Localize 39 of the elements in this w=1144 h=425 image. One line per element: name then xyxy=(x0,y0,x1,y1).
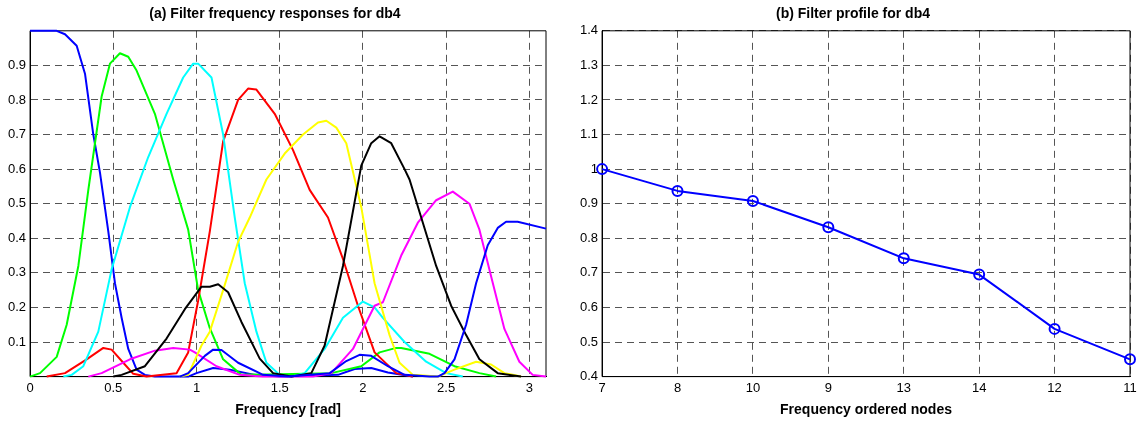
x-tick-label: 1 xyxy=(192,379,201,395)
x-tick-label: 8 xyxy=(673,379,682,395)
y-tick-label: 1.3 xyxy=(579,56,599,72)
x-tick-label: 12 xyxy=(1047,379,1062,395)
y-tick-label: 0.5 xyxy=(7,195,27,211)
x-tick-label: 7 xyxy=(598,379,606,395)
x-tick-label: 13 xyxy=(896,379,911,395)
y-tick-label: 1.2 xyxy=(579,91,599,107)
x-axis-title: Frequency [rad] xyxy=(235,401,341,418)
x-tick-label: 3 xyxy=(525,379,533,395)
y-tick-label: 0.7 xyxy=(579,264,599,280)
x-tick-label: 2 xyxy=(359,379,367,395)
chart-title: (b) Filter profile for db4 xyxy=(776,5,931,22)
y-tick-label: 0.8 xyxy=(579,229,599,245)
x-axis-title: Frequency ordered nodes xyxy=(780,401,953,418)
y-tick-label: 0.3 xyxy=(7,264,27,280)
x-tick-label: 11 xyxy=(1123,379,1137,395)
y-tick-label: 1 xyxy=(590,160,599,176)
x-tick-label: 2.5 xyxy=(437,379,456,395)
x-tick-label: 14 xyxy=(971,379,987,395)
y-tick-label: 0.9 xyxy=(7,56,27,72)
y-tick-label: 0.6 xyxy=(7,160,27,176)
y-tick-label: 0.7 xyxy=(7,126,27,142)
x-tick-label: 0.5 xyxy=(104,379,123,395)
y-tick-label: 0.9 xyxy=(579,195,599,211)
x-tick-label: 10 xyxy=(745,379,761,395)
y-tick-label: 0.1 xyxy=(7,333,27,349)
y-tick-label: 0.5 xyxy=(579,333,599,349)
x-tick-label: 0 xyxy=(26,379,34,395)
y-tick-label: 0.2 xyxy=(7,299,27,315)
y-tick-label: 0.6 xyxy=(579,299,599,315)
x-tick-label: 9 xyxy=(824,379,832,395)
y-tick-label: 0.8 xyxy=(7,91,27,107)
y-tick-label: 1.4 xyxy=(579,22,599,38)
y-tick-label: 0.4 xyxy=(579,368,599,384)
x-tick-label: 1.5 xyxy=(270,379,289,395)
y-tick-label: 1.1 xyxy=(579,126,599,142)
y-tick-label: 0.4 xyxy=(7,229,27,245)
chart-title: (a) Filter frequency responses for db4 xyxy=(149,5,401,22)
